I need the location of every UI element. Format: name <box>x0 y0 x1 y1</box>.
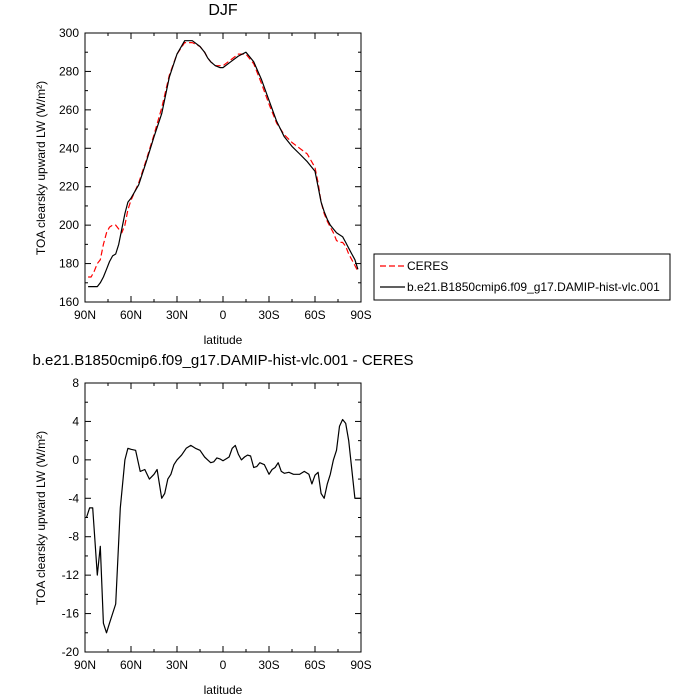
bottom-chart-title: b.e21.B1850cmip6.f09_g17.DAMIP-hist-vlc.… <box>32 352 413 369</box>
top-xtick-label: 60S <box>304 308 325 322</box>
top-ytick-label: 300 <box>59 26 79 40</box>
top-ytick-label: 280 <box>59 64 79 78</box>
top-series-1-line <box>88 40 359 288</box>
bottom-ytick-label: -8 <box>68 530 79 544</box>
top-xtick-label: 30S <box>258 308 279 322</box>
bottom-ytick-label: 0 <box>72 453 79 467</box>
legend-ceres-label: CERES <box>407 259 448 273</box>
top-ytick-label: 200 <box>59 218 79 232</box>
top-ytick-label: 220 <box>59 180 79 194</box>
bottom-xtick-label: 60S <box>304 658 325 672</box>
legend-model-label: b.e21.B1850cmip6.f09_g17.DAMIP-hist-vlc.… <box>407 280 660 294</box>
bottom-ytick-label: -12 <box>62 568 80 582</box>
top-ytick-label: 160 <box>59 295 79 309</box>
bottom-plot-frame <box>84 382 362 653</box>
top-xtick-label: 60N <box>120 308 142 322</box>
top-y-axis-label: TOA clearsky upward LW (W/m²) <box>34 81 48 255</box>
top-x-axis-label: latitude <box>204 333 243 347</box>
top-xtick-label: 0 <box>220 308 227 322</box>
bottom-xtick-label: 60N <box>120 658 142 672</box>
bottom-xtick-label: 90N <box>74 658 96 672</box>
bottom-xtick-label: 0 <box>220 658 227 672</box>
bottom-xtick-label: 30S <box>258 658 279 672</box>
top-ytick-label: 260 <box>59 103 79 117</box>
bottom-series-0-line <box>85 418 361 634</box>
bottom-ytick-label: 4 <box>72 414 79 428</box>
bottom-y-axis-label: TOA clearsky upward LW (W/m²) <box>34 431 48 605</box>
bottom-ytick-label: -16 <box>62 607 80 621</box>
bottom-xtick-label: 30N <box>166 658 188 672</box>
bottom-ytick-label: -20 <box>62 645 80 659</box>
top-xtick-label: 90N <box>74 308 96 322</box>
top-plot-frame <box>84 32 362 303</box>
top-line-chart: DJF TOA clearsky upward LW (W/m²) latitu… <box>34 2 372 347</box>
top-chart-title: DJF <box>208 2 238 19</box>
top-xtick-label: 30N <box>166 308 188 322</box>
top-xtick-label: 90S <box>350 308 371 322</box>
bottom-x-axis-label: latitude <box>204 683 243 697</box>
bottom-xtick-label: 90S <box>350 658 371 672</box>
legend-box <box>373 253 671 301</box>
top-ytick-label: 240 <box>59 141 79 155</box>
bottom-line-chart: b.e21.B1850cmip6.f09_g17.DAMIP-hist-vlc.… <box>32 352 413 697</box>
bottom-ytick-label: -4 <box>68 491 79 505</box>
chart-legend: CERES b.e21.B1850cmip6.f09_g17.DAMIP-his… <box>373 253 671 301</box>
top-ytick-label: 180 <box>59 257 79 271</box>
bottom-ytick-label: 8 <box>72 376 79 390</box>
top-series-0-line <box>88 41 359 278</box>
